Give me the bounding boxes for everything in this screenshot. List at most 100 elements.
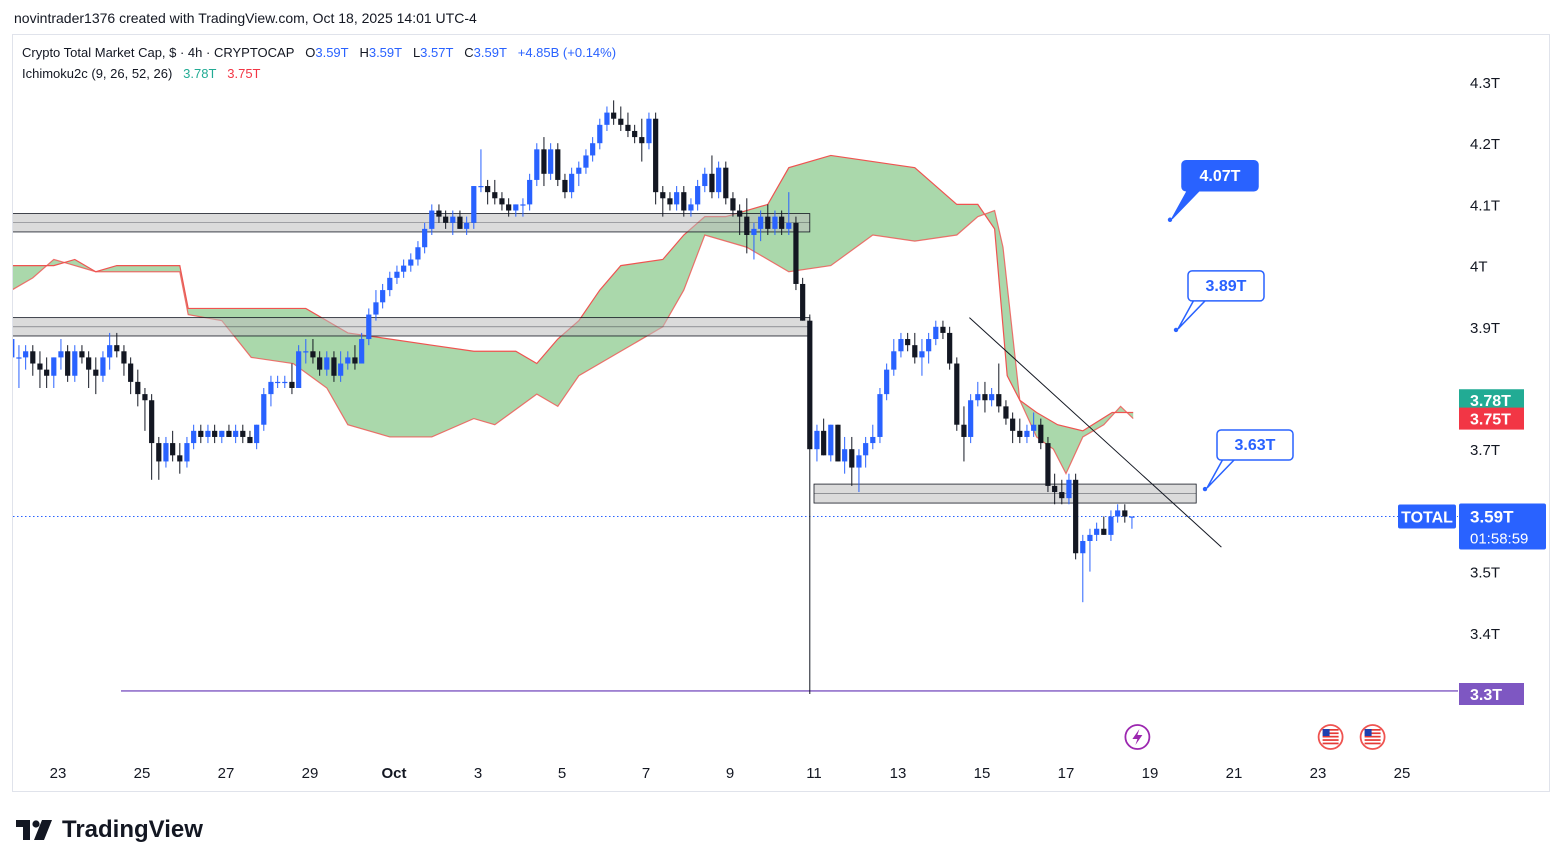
- candle-body: [667, 198, 673, 205]
- candle: [380, 283, 386, 309]
- candle-body: [478, 186, 484, 188]
- price-tag-label: 3.78T: [1470, 393, 1511, 410]
- callout-anchor: [1202, 486, 1208, 492]
- candle-body: [135, 381, 141, 395]
- x-axis-tick: 7: [642, 765, 650, 782]
- candle: [44, 357, 50, 388]
- candle: [156, 436, 162, 480]
- candle: [912, 332, 918, 364]
- candle: [947, 326, 953, 370]
- candle-body: [660, 192, 666, 199]
- candle-body: [233, 430, 239, 437]
- candle-body: [1073, 479, 1079, 554]
- candle-body: [261, 394, 267, 425]
- candle: [940, 320, 946, 340]
- candle: [401, 259, 407, 278]
- candle: [989, 388, 995, 407]
- candle-body: [443, 216, 449, 223]
- candle-body: [128, 363, 134, 382]
- candle-body: [842, 449, 848, 462]
- symbol-tag-label: TOTAL: [1401, 510, 1453, 527]
- candle-body: [254, 424, 260, 444]
- candle-body: [954, 363, 960, 425]
- x-axis-tick: Oct: [381, 765, 406, 782]
- candle: [1024, 424, 1030, 444]
- candle: [408, 253, 414, 272]
- candle: [492, 179, 498, 205]
- candle: [954, 357, 960, 431]
- bar-countdown: 01:58:59: [1470, 531, 1528, 548]
- candle-body: [1003, 406, 1009, 419]
- legend-close-value: 3.59T: [473, 45, 507, 60]
- candle-body: [1045, 443, 1051, 486]
- candle: [709, 155, 715, 199]
- candle: [1010, 412, 1016, 444]
- candle: [576, 161, 582, 187]
- candle-body: [583, 155, 589, 168]
- ichimoku-span-a: [13, 154, 1134, 432]
- candle: [240, 424, 246, 444]
- candle-body: [744, 216, 750, 235]
- candle-body: [352, 357, 358, 364]
- candle-body: [898, 339, 904, 352]
- candle: [226, 424, 232, 437]
- candle: [51, 357, 57, 388]
- price-tag-bg: [1459, 683, 1524, 705]
- candle: [527, 173, 533, 211]
- y-axis-tick: 3.4T: [1470, 626, 1500, 643]
- indicator-legend[interactable]: Ichimoku2c (9, 26, 52, 26) 3.78T 3.75T: [22, 66, 261, 81]
- candle: [1115, 504, 1121, 523]
- candle: [1003, 400, 1009, 425]
- candle-body: [786, 222, 792, 229]
- candle-body: [30, 351, 36, 364]
- candle-body: [37, 363, 43, 370]
- candle: [863, 436, 869, 468]
- plot-area: [13, 100, 1458, 694]
- candle-body: [772, 216, 778, 229]
- candle-body: [16, 357, 22, 359]
- candle-body: [884, 369, 890, 395]
- candle-body: [716, 167, 722, 193]
- candle: [422, 222, 428, 254]
- candle: [261, 388, 267, 431]
- candle-body: [828, 424, 834, 456]
- candle-body: [856, 455, 862, 468]
- candle-body: [968, 400, 974, 437]
- candle-body: [58, 351, 64, 358]
- candle-body: [513, 204, 519, 211]
- candle-body: [1080, 541, 1086, 554]
- candle: [93, 357, 99, 395]
- tradingview-logo[interactable]: TradingView: [16, 816, 203, 844]
- candle-body: [366, 314, 372, 340]
- price-tag-label: 3.75T: [1470, 412, 1511, 429]
- symbol-legend[interactable]: Crypto Total Market Cap, $ · 4h · CRYPTO…: [22, 45, 616, 60]
- candle-body: [121, 351, 127, 364]
- candle-body: [709, 173, 715, 193]
- candle: [604, 106, 610, 131]
- candle-body: [562, 179, 568, 193]
- candle-body: [373, 302, 379, 315]
- x-axis-tick: 13: [890, 765, 907, 782]
- candle-body: [870, 436, 876, 444]
- x-axis-tick: 25: [134, 765, 151, 782]
- candle-body: [464, 222, 470, 229]
- candle-body: [191, 430, 197, 444]
- legend-change: +4.85B (+0.14%): [517, 45, 617, 60]
- last-price-value: 3.59T: [1470, 508, 1514, 527]
- candle-body: [415, 247, 421, 260]
- candle-body: [212, 430, 218, 437]
- candle: [534, 143, 540, 187]
- candle: [457, 210, 463, 229]
- candle-body: [548, 149, 554, 174]
- candle: [394, 265, 400, 284]
- candle-body: [555, 149, 561, 180]
- axis-price-tag: 3.75T: [1459, 407, 1524, 430]
- candle-body: [422, 228, 428, 248]
- candle-body: [506, 204, 512, 211]
- x-axis-tick: 23: [1310, 765, 1327, 782]
- candle: [443, 210, 449, 229]
- candle-body: [394, 271, 400, 278]
- candle: [1108, 510, 1114, 541]
- candle: [366, 308, 372, 346]
